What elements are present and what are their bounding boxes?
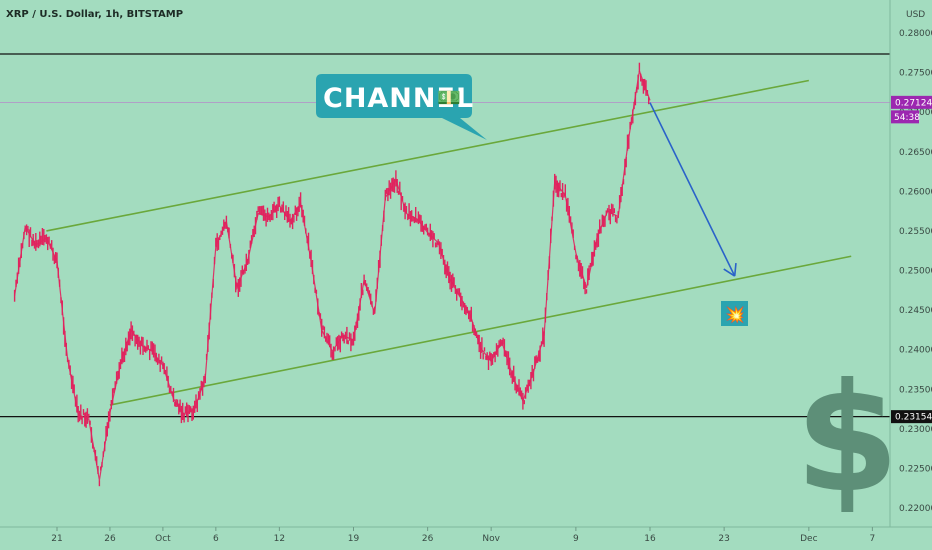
time-tick-label: 21 (51, 534, 62, 544)
last-price-value: 0.27124 (895, 98, 932, 108)
time-tick-label: 23 (718, 534, 729, 544)
projection-arrow-line (649, 102, 736, 277)
explosion-icon: 💥 (725, 305, 745, 324)
support-tag-bg (891, 410, 932, 424)
projection-arrow-head-1 (723, 268, 736, 277)
channel-line-1 (109, 255, 852, 406)
countdown-value: 54:38 (894, 113, 920, 123)
time-tick-label: 16 (644, 534, 656, 544)
countdown-tag-bg (891, 110, 919, 124)
time-tick-label: 9 (573, 534, 579, 544)
time-tick-label: 12 (274, 534, 285, 544)
time-tick-label: Oct (155, 534, 171, 544)
symbol-title: XRP / U.S. Dollar, 1h, BITSTAMP (6, 9, 183, 20)
time-tick-label: 19 (348, 534, 360, 544)
time-tick-label: 26 (422, 534, 434, 544)
countdown-tag: 54:38 (891, 110, 920, 124)
time-tick-label: Dec (800, 534, 817, 544)
price-axis-bg (890, 0, 932, 527)
price-line (14, 70, 651, 481)
last-price-tag-bg (891, 95, 932, 109)
channel-lines-group (46, 79, 852, 406)
dollar-sign-icon: $ (795, 352, 899, 526)
time-tick-label: Nov (482, 534, 500, 544)
channel-callout: CHANNEL 💵 (316, 74, 487, 140)
price-series-group (13, 62, 651, 487)
horizontal-lines-group (0, 53, 890, 418)
currency-label: USD (906, 10, 925, 20)
time-tick-label: 26 (104, 534, 116, 544)
last-price-tag[interactable]: 0.27124 (891, 95, 932, 109)
support-price-tag[interactable]: 0.23154 (891, 410, 932, 424)
channel-line-0 (46, 79, 809, 232)
time-tick-label: 6 (213, 534, 219, 544)
callout-bubble (316, 74, 487, 140)
time-tick-label: 7 (870, 534, 876, 544)
support-value: 0.23154 (895, 413, 932, 423)
time-axis-ticks: 21 26 Oct 6 12 19 26 Nov 9 16 23 Dec 7 (51, 527, 875, 544)
explosion-badge (721, 301, 748, 326)
projection-arrow-group (649, 102, 737, 277)
projection-arrow-head-0 (733, 263, 737, 277)
time-axis-bg (0, 527, 932, 550)
callout-label: CHANNEL (323, 83, 474, 114)
cash-emoji-icon: 💵 (437, 88, 461, 109)
